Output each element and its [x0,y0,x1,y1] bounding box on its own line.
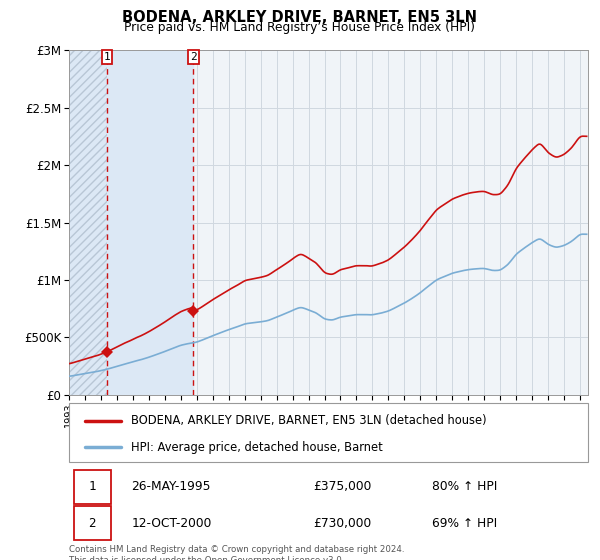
Text: 2: 2 [190,52,197,62]
Text: £375,000: £375,000 [313,480,371,493]
Text: Price paid vs. HM Land Registry’s House Price Index (HPI): Price paid vs. HM Land Registry’s House … [125,21,476,34]
Bar [69,50,107,395]
Text: HPI: Average price, detached house, Barnet: HPI: Average price, detached house, Barn… [131,441,383,454]
Text: 80% ↑ HPI: 80% ↑ HPI [432,480,497,493]
Text: BODENA, ARKLEY DRIVE, BARNET, EN5 3LN: BODENA, ARKLEY DRIVE, BARNET, EN5 3LN [122,10,478,25]
Text: 69% ↑ HPI: 69% ↑ HPI [432,516,497,530]
Text: 1: 1 [104,52,110,62]
Bar [69,50,107,395]
Bar [74,470,110,503]
Text: £730,000: £730,000 [313,516,371,530]
Bar [74,506,110,540]
Text: 2: 2 [89,516,96,530]
Text: 26-MAY-1995: 26-MAY-1995 [131,480,211,493]
Text: 1: 1 [89,480,96,493]
Bar [107,50,193,395]
Text: 12-OCT-2000: 12-OCT-2000 [131,516,212,530]
Text: BODENA, ARKLEY DRIVE, BARNET, EN5 3LN (detached house): BODENA, ARKLEY DRIVE, BARNET, EN5 3LN (d… [131,414,487,427]
Text: Contains HM Land Registry data © Crown copyright and database right 2024.
This d: Contains HM Land Registry data © Crown c… [69,545,404,560]
